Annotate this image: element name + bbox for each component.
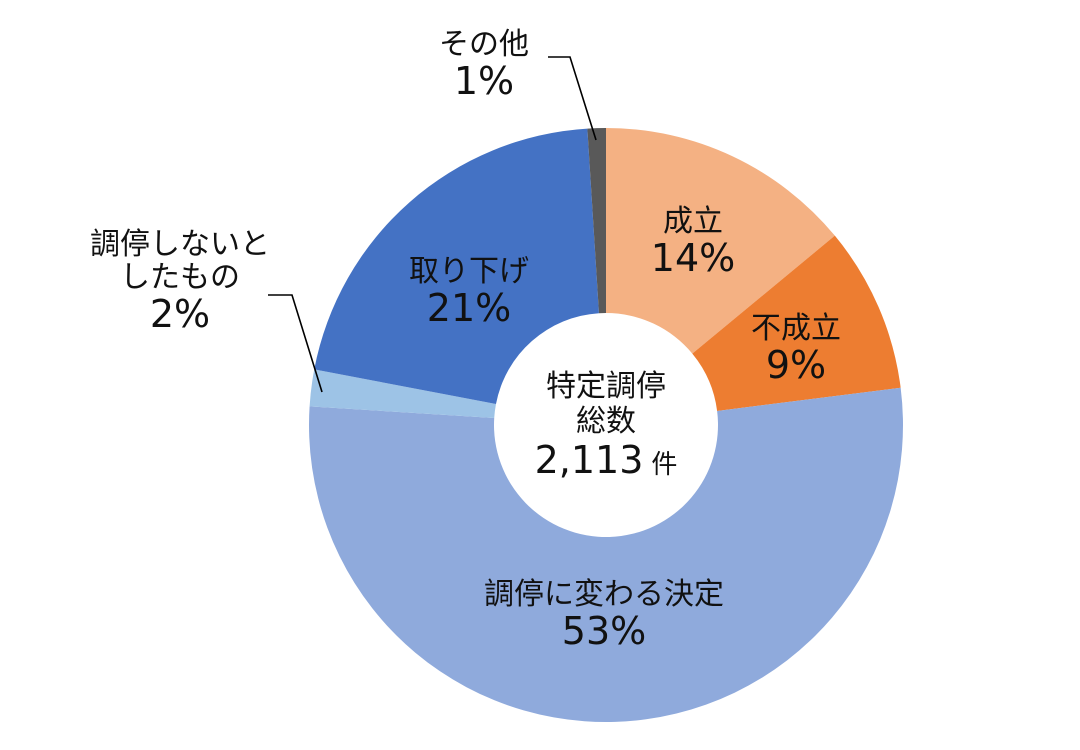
total-unit: 件 — [651, 450, 678, 480]
donut-slices — [308, 128, 904, 723]
total-count: 2,113 — [534, 438, 644, 482]
label-shinai: 調停しないと したもの 2% — [90, 227, 270, 336]
slice-5 — [587, 128, 606, 314]
slice-3 — [309, 369, 496, 418]
label-sonota: その他 1% — [439, 27, 529, 103]
label-kettei: 調停に変わる決定 53% — [484, 577, 724, 653]
slice-4 — [314, 128, 599, 405]
leader-line-sonota — [548, 56, 597, 141]
slice-2 — [308, 387, 904, 723]
center-total-label: 特定調停 総数 2,113 件 — [534, 369, 678, 482]
slice-0 — [606, 128, 835, 354]
label-torisage: 取り下げ 21% — [409, 254, 529, 330]
slice-1 — [692, 235, 901, 411]
leader-line-shinai — [268, 294, 323, 393]
label-fuseiritsu: 不成立 9% — [751, 311, 841, 387]
label-seiritsu: 成立 14% — [650, 204, 736, 280]
